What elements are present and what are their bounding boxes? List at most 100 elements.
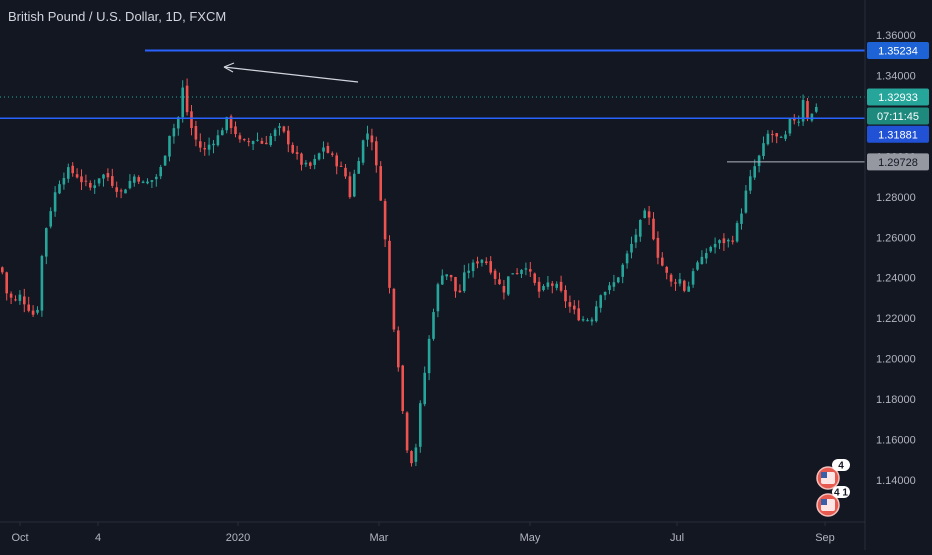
candle-body [559, 281, 563, 291]
candle-body [520, 269, 523, 274]
candle-body [379, 166, 382, 201]
price-tick-label: 1.34000 [876, 70, 916, 82]
candle-body [375, 141, 378, 166]
candle-body [75, 174, 79, 178]
candle-body [665, 266, 668, 273]
candle-body [273, 129, 277, 137]
candle-body [718, 240, 721, 244]
candle-body [485, 261, 488, 264]
flag-canton [821, 499, 827, 505]
time-tick-label: Jul [670, 532, 684, 544]
candle-body [247, 141, 250, 143]
candle-body [260, 140, 264, 144]
candle-body [141, 181, 145, 184]
candle-body [203, 148, 206, 150]
candle-body [696, 262, 699, 270]
candle-body [1, 267, 4, 273]
candle-body [753, 166, 756, 178]
price-tick-label: 1.24000 [876, 273, 916, 285]
candle-body [317, 153, 321, 160]
candle-body [709, 246, 712, 252]
candle-body [106, 173, 110, 178]
candle-body [546, 282, 550, 287]
candle-body [678, 279, 682, 284]
candle-body [815, 106, 818, 112]
candle-body [511, 273, 514, 275]
candle-body [542, 286, 545, 291]
candle-body [304, 162, 308, 165]
axes-group [0, 0, 866, 550]
candle-body [784, 134, 787, 139]
candle-body [40, 256, 44, 311]
candle-body [216, 135, 220, 146]
candle-body [137, 177, 140, 182]
candle-body [146, 181, 149, 184]
support-price-tag-bg [867, 125, 929, 143]
candle-body [49, 211, 52, 227]
candle-body [595, 306, 598, 322]
flag-canton [821, 472, 827, 478]
candle-body [322, 147, 325, 152]
candle-body [766, 133, 770, 145]
price-tick-label: 1.18000 [876, 394, 916, 406]
candle-body [551, 283, 554, 286]
candle-body [344, 167, 347, 177]
candle-body [586, 320, 589, 322]
candle-body [471, 262, 475, 272]
candle-body [810, 113, 814, 121]
candle-body [119, 190, 123, 192]
candle-body [480, 259, 484, 263]
candle-body [207, 144, 211, 150]
candle-body [691, 271, 695, 285]
price-tick-label: 1.14000 [876, 475, 916, 487]
candle-body [493, 270, 497, 279]
candle-body [555, 283, 558, 288]
candle-body [775, 133, 778, 137]
last-price-tag: 1.32933 [878, 92, 918, 104]
time-tick-label: Oct [11, 532, 28, 544]
candle-body [621, 264, 624, 277]
candle-body [515, 273, 519, 275]
time-tick-label: Mar [370, 532, 389, 544]
candle-body [115, 187, 118, 192]
candle-body [735, 223, 739, 242]
candle-body [643, 210, 646, 218]
candle-body [705, 253, 708, 259]
candle-body [383, 201, 387, 240]
candle-body [282, 126, 286, 132]
candle-body [14, 299, 17, 301]
candle-body [524, 268, 528, 270]
candle-body [603, 291, 607, 296]
countdown-tag: 07:11:45 [877, 111, 919, 123]
candle-body [599, 295, 602, 308]
trend-arrow-line[interactable] [223, 66, 359, 83]
candle-body [727, 239, 730, 242]
candle-body [212, 143, 215, 146]
candle-body [392, 288, 396, 330]
resistance-price-tag-bg [867, 41, 929, 59]
price-tags-group: 1.35234 1.32933 07:11:45 1.31881 1.29728 [867, 41, 929, 171]
candle-body [612, 282, 616, 287]
candle-body [687, 286, 690, 292]
candle-body [749, 176, 752, 191]
candle-body [740, 213, 743, 224]
candle-body [18, 294, 22, 301]
candle-body [133, 176, 136, 183]
candle-body [441, 275, 444, 285]
candle-body [287, 130, 290, 145]
candle-body [634, 234, 638, 243]
candle-body [731, 240, 734, 242]
candle-body [432, 312, 435, 339]
candle-body [194, 126, 198, 140]
candles-group [1, 78, 818, 467]
last-price-tag-bg [867, 88, 929, 106]
candle-body [458, 290, 462, 293]
candle-body [700, 256, 704, 265]
candle-body [771, 134, 774, 136]
candle-body [617, 277, 620, 283]
candle-body [647, 211, 651, 218]
candle-body [806, 101, 809, 120]
candle-body [295, 152, 299, 154]
